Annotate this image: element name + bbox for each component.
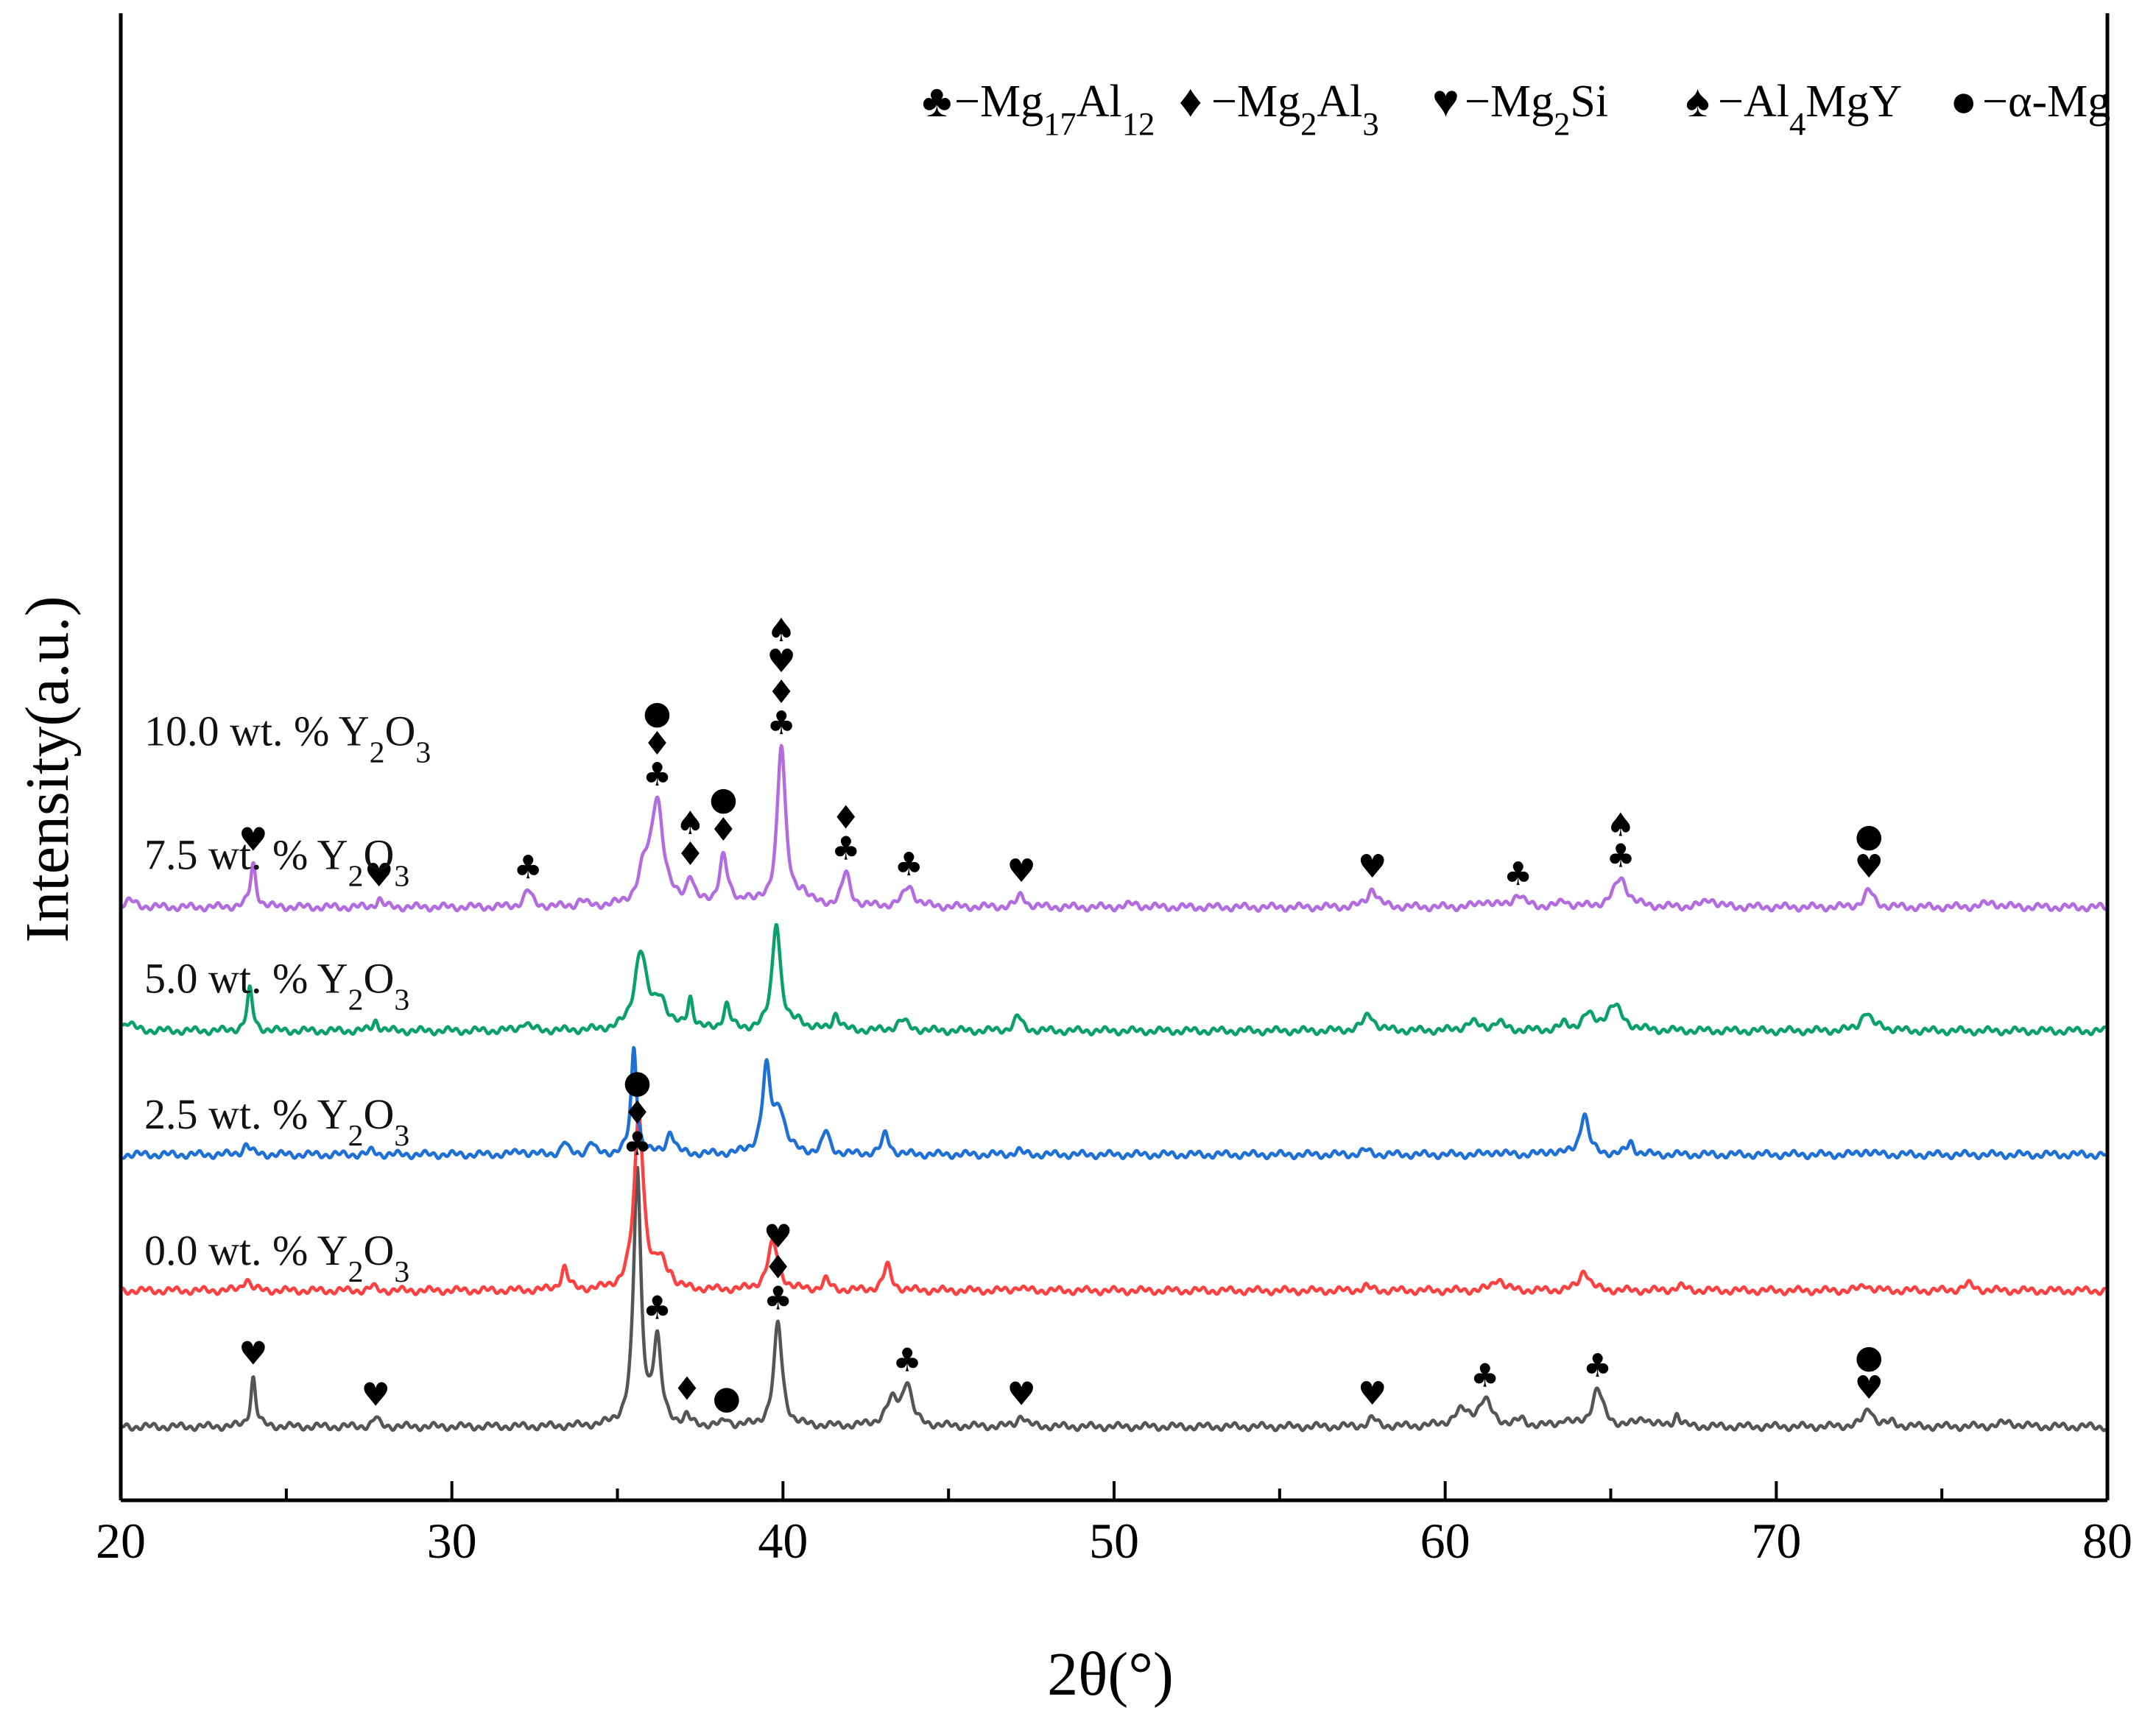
series-label-3: 7.5 wt. % Y2O3 [144,830,409,893]
phase-marker-layer: ♥♥♣♦●♣♦ ●♣♦♥♣♥ ♥ ♣ ♣♥●♥♥ ♣♣♦●♦♠ ♦●♣♦♥♠♣♦♣ ♥ ♥ ♣ ♣♠… [239,612,1884,1417]
legend-symbol-3: ♠ [1685,77,1710,127]
phase-marker-0-6-2: ♥ [764,1218,792,1256]
x-tick-label-6: 80 [2082,1513,2132,1569]
phase-marker-0-3-0: ♣ [643,1290,672,1327]
phase-marker-1-5-0: ♦ [709,811,738,849]
legend-entry-0: ♣ −Mg17Al12 [922,77,1155,142]
phase-marker-0-11-0: ♣ [1583,1347,1612,1385]
legend-entry-4: ● −α-Mg [1950,77,2110,127]
x-tick-label-5: 70 [1751,1513,1801,1569]
phase-marker-1-12-0: ♣ [1606,837,1635,875]
phase-marker-1-6-0: ♣ [767,705,795,742]
legend-label-2: −Mg2Si [1465,77,1608,142]
phase-marker-1-3-2: ● [643,694,671,732]
legend: ♣ −Mg17Al12 ♦ −Mg2Al3 ♥ −Mg2Si ♠ −Al4MgY ● −α-Mg [922,77,2110,142]
series-labels: 0.0 wt. % Y2O3 2.5 wt. % Y2O3 5.0 wt. % Y2… [144,707,431,1289]
legend-label-4: −α-Mg [1982,77,2110,127]
legend-symbol-2: ♥ [1432,77,1459,127]
legend-symbol-0: ♣ [922,77,952,127]
phase-marker-1-9-0: ♥ [1007,852,1035,890]
phase-marker-0-2-2: ● [623,1064,651,1101]
series-line-4 [121,744,2107,913]
phase-marker-1-3-0: ♣ [643,756,672,794]
x-tick-label-1: 30 [427,1513,477,1569]
series-label-4: 10.0 wt. % Y2O3 [144,707,431,769]
x-tick-label-4: 60 [1420,1513,1470,1569]
phase-marker-1-13-1: ● [1855,817,1883,855]
phase-marker-0-4-0: ♦ [672,1371,701,1408]
phase-marker-0-2-0: ♣ [623,1126,652,1163]
phase-marker-1-6-1: ♦ [767,674,795,711]
phase-marker-0-6-0: ♣ [764,1280,792,1318]
legend-label-1: −Mg2Al3 [1211,77,1379,142]
phase-marker-0-8-0: ♥ [1007,1376,1035,1413]
y-axis-title: Intensity(a.u.) [13,596,82,942]
phase-marker-1-13-0: ♥ [1855,848,1884,886]
phase-marker-1-10-0: ♥ [1358,848,1387,886]
x-axis-title: 2θ(°) [1047,1640,1174,1709]
phase-marker-0-6-1: ♦ [764,1249,792,1287]
legend-entry-1: ♦ −Mg2Al3 [1179,77,1379,142]
phase-marker-0-2-1: ♦ [623,1095,652,1132]
phase-marker-1-0-0: ♥ [239,822,267,859]
legend-entry-2: ♥ −Mg2Si [1432,77,1608,142]
series-label-1: 2.5 wt. % Y2O3 [144,1090,409,1153]
series-label-0: 0.0 wt. % Y2O3 [144,1226,409,1289]
legend-symbol-4: ● [1950,77,1977,127]
series-line-0 [121,1165,2107,1433]
phase-marker-1-12-1: ♠ [1606,806,1635,844]
phase-marker-1-6-3: ♠ [767,612,795,649]
phase-marker-0-12-1: ● [1855,1338,1883,1376]
x-tick-label-2: 40 [758,1513,808,1569]
phase-marker-1-4-0: ♦ [676,836,705,873]
phase-marker-1-7-0: ♣ [831,830,860,868]
series-layer [121,744,2107,1433]
phase-marker-1-3-1: ♦ [643,725,672,763]
phase-marker-1-4-1: ♠ [676,805,705,842]
legend-symbol-1: ♦ [1179,77,1202,127]
legend-label-0: −Mg17Al12 [954,77,1155,142]
series-line-3 [121,923,2107,1037]
phase-marker-0-9-0: ♥ [1358,1375,1387,1413]
axes: 20 30 40 50 60 70 80 [96,13,2132,1569]
phase-marker-0-5-0: ● [713,1379,741,1416]
phase-marker-0-10-0: ♣ [1470,1357,1499,1394]
phase-marker-1-6-2: ♥ [767,643,795,680]
phase-marker-0-0-0: ♥ [239,1335,267,1373]
legend-entry-3: ♠ −Al4MgY [1685,77,1902,142]
series-label-2: 5.0 wt. % Y2O3 [144,954,409,1017]
x-tick-label-0: 20 [96,1513,146,1569]
phase-marker-1-5-1: ● [709,780,737,818]
series-line-1 [121,1112,2107,1296]
legend-label-3: −Al4MgY [1718,77,1902,142]
phase-marker-1-1-0: ♥ [364,857,393,894]
phase-marker-1-2-0: ♣ [513,849,542,886]
series-line-2 [121,1045,2107,1161]
phase-marker-0-7-0: ♣ [892,1341,921,1379]
phase-marker-1-11-0: ♣ [1504,855,1532,893]
phase-marker-1-7-1: ♦ [831,799,860,837]
phase-marker-0-12-0: ♥ [1855,1369,1884,1407]
phase-marker-1-8-0: ♣ [894,846,923,883]
phase-marker-0-1-0: ♥ [362,1376,390,1413]
x-tick-label-3: 50 [1089,1513,1139,1569]
